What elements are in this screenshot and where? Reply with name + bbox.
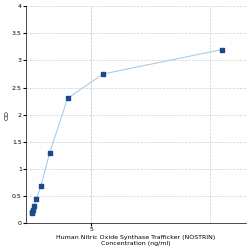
Point [32, 204, 36, 208]
Point [101, 72, 105, 76]
Point [48, 150, 52, 154]
Point [66, 96, 70, 100]
Y-axis label: OD: OD [4, 110, 9, 120]
Point [220, 48, 224, 52]
Point [39, 184, 43, 188]
Point [31, 208, 35, 212]
Point [30, 211, 34, 215]
Point [34, 197, 38, 201]
X-axis label: Human Nitric Oxide Synthase Trafficker (NOSTRIN)
Concentration (ng/ml): Human Nitric Oxide Synthase Trafficker (… [56, 235, 216, 246]
Point [30, 210, 34, 214]
